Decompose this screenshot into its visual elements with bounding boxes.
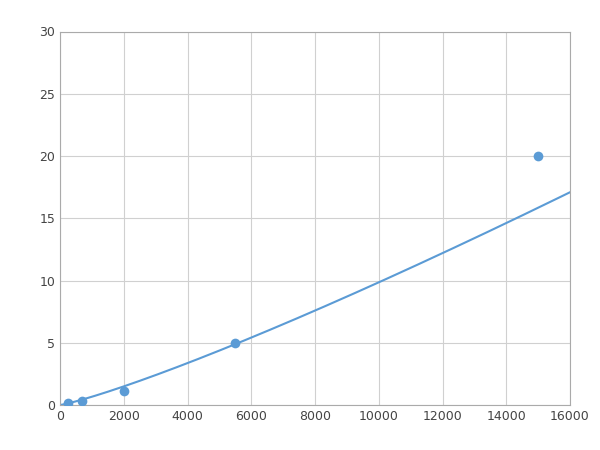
- Point: [77, 398, 87, 405]
- Point: [119, 388, 128, 395]
- Point: [533, 153, 543, 160]
- Point: [63, 399, 73, 406]
- Point: [230, 339, 240, 346]
